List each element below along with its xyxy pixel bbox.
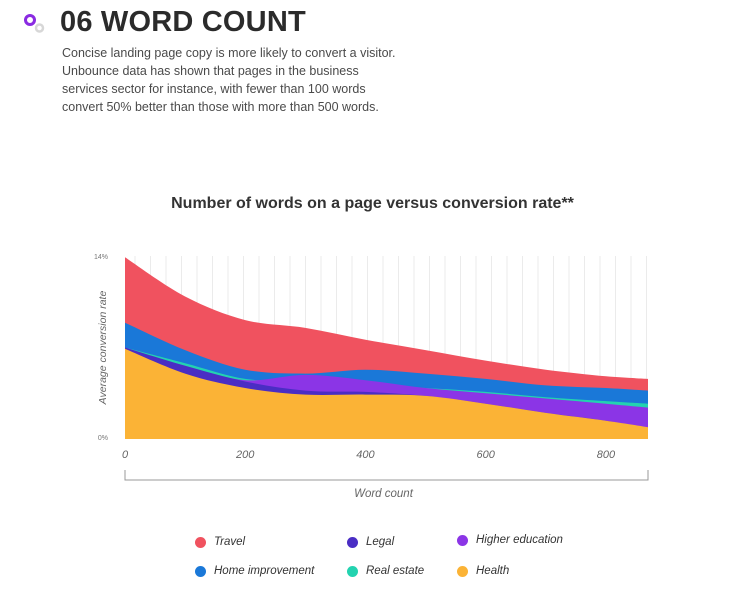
x-tick-label: 0 bbox=[122, 449, 129, 461]
x-tick-label: 400 bbox=[356, 449, 375, 461]
legend-item-health: Health bbox=[457, 565, 509, 577]
intro-paragraph: Concise landing page copy is more likely… bbox=[62, 46, 396, 114]
legend-label: Health bbox=[476, 565, 510, 577]
legend-label: Travel bbox=[214, 536, 246, 548]
legend-label: Home improvement bbox=[214, 565, 315, 577]
chart-title: Number of words on a page versus convers… bbox=[171, 195, 574, 212]
legend-label: Higher education bbox=[476, 534, 563, 546]
bubbles-icon bbox=[24, 14, 45, 33]
x-tick-label: 600 bbox=[477, 449, 496, 461]
y-axis-label: Average conversion rate bbox=[97, 291, 109, 406]
legend-swatch bbox=[195, 536, 206, 548]
y-tick-label: 14% bbox=[94, 254, 108, 261]
legend-swatch bbox=[347, 565, 358, 577]
legend-item-real-estate: Real estate bbox=[347, 565, 424, 577]
legend-item-home-improvement: Home improvement bbox=[195, 565, 314, 577]
legend-swatch bbox=[457, 565, 468, 577]
x-tick-label: 200 bbox=[235, 449, 255, 461]
series-area-health bbox=[125, 348, 648, 439]
x-axis-label: Word count bbox=[354, 488, 414, 500]
y-tick-label: 0% bbox=[98, 435, 108, 442]
legend-swatch bbox=[457, 534, 468, 546]
x-axis-bracket bbox=[124, 470, 649, 481]
x-tick-label: 800 bbox=[597, 449, 616, 461]
legend-label: Legal bbox=[366, 536, 395, 548]
legend-item-higher-education: Higher education bbox=[457, 534, 563, 546]
legend-item-legal: Legal bbox=[347, 536, 394, 548]
legend-swatch bbox=[347, 536, 358, 548]
area-chart: 14% 0% Average conversion rate 0 200 400 600 80… bbox=[94, 254, 649, 500]
page-title: 06 WORD COUNT bbox=[60, 6, 306, 38]
legend-swatch bbox=[195, 565, 206, 577]
legend-item-travel: Travel bbox=[195, 536, 245, 548]
legend-label: Real estate bbox=[366, 565, 425, 577]
